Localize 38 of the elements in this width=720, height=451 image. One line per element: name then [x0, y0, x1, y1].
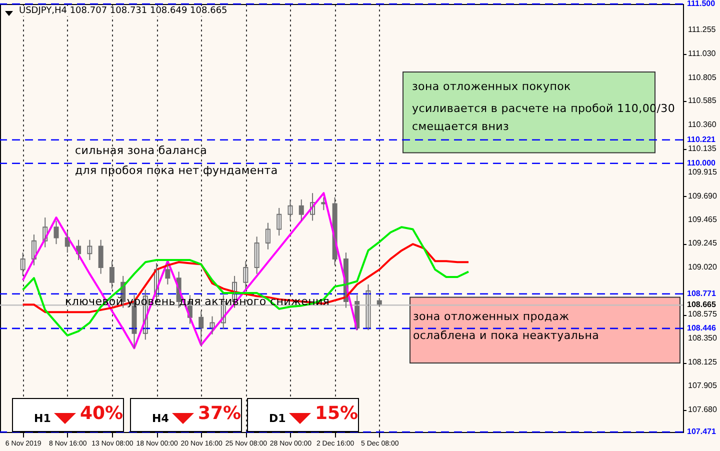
line-series: [22, 192, 358, 350]
chart-title: USDJPY,H4 108.707 108.731 108.649 108.665: [17, 6, 230, 16]
annotation: H4: [152, 412, 169, 425]
annotation: 15%: [315, 403, 358, 424]
y-tick-label: 107.905: [688, 380, 718, 390]
y-tick-label: 111.255: [688, 25, 716, 34]
ref-line-label: 108.771: [687, 288, 716, 298]
line-series: [22, 243, 470, 314]
annotation: ослаблена и пока неактуальна: [413, 329, 600, 342]
ref-line-label: 107.471: [687, 427, 716, 436]
ref-line-label: 111.500: [687, 0, 716, 8]
y-tick-label: 110.135: [688, 144, 717, 154]
y-tick-label: 108.125: [688, 358, 718, 367]
y-tick-label: 109.245: [688, 238, 718, 248]
ref-line-label: 110.000: [687, 158, 716, 168]
y-tick-label: 110.585: [688, 96, 717, 106]
annotation: H1: [34, 412, 51, 425]
ref-line-label: 108.446: [687, 323, 716, 332]
y-tick-label: 109.915: [688, 167, 718, 176]
annotation: смещается вниз: [412, 120, 510, 133]
y-tick-label: 110.360: [688, 120, 717, 130]
annotation: зона отложенных покупок: [412, 80, 571, 93]
ref-line-label: 110.221: [687, 134, 716, 144]
y-tick-label: 108.350: [688, 334, 718, 343]
ref-line-label: 108.665: [687, 300, 716, 310]
annotation: для пробоя пока нет фундамента: [75, 164, 278, 177]
annotation: 40%: [80, 403, 124, 424]
annotation: D1: [269, 412, 286, 425]
y-tick-label: 109.465: [688, 215, 718, 224]
y-tick-label: 110.805: [688, 72, 717, 82]
y-tick-label: 111.030: [688, 48, 716, 58]
annotation: сильная зона баланса: [75, 144, 208, 157]
y-tick-label: 109.690: [688, 191, 718, 200]
y-tick-label: 107.680: [688, 404, 718, 414]
y-tick-label: 109.020: [688, 262, 718, 272]
y-tick-label: 108.575: [688, 310, 718, 319]
annotation: 37%: [198, 403, 242, 424]
annotation: зона отложенных продаж: [413, 310, 570, 323]
